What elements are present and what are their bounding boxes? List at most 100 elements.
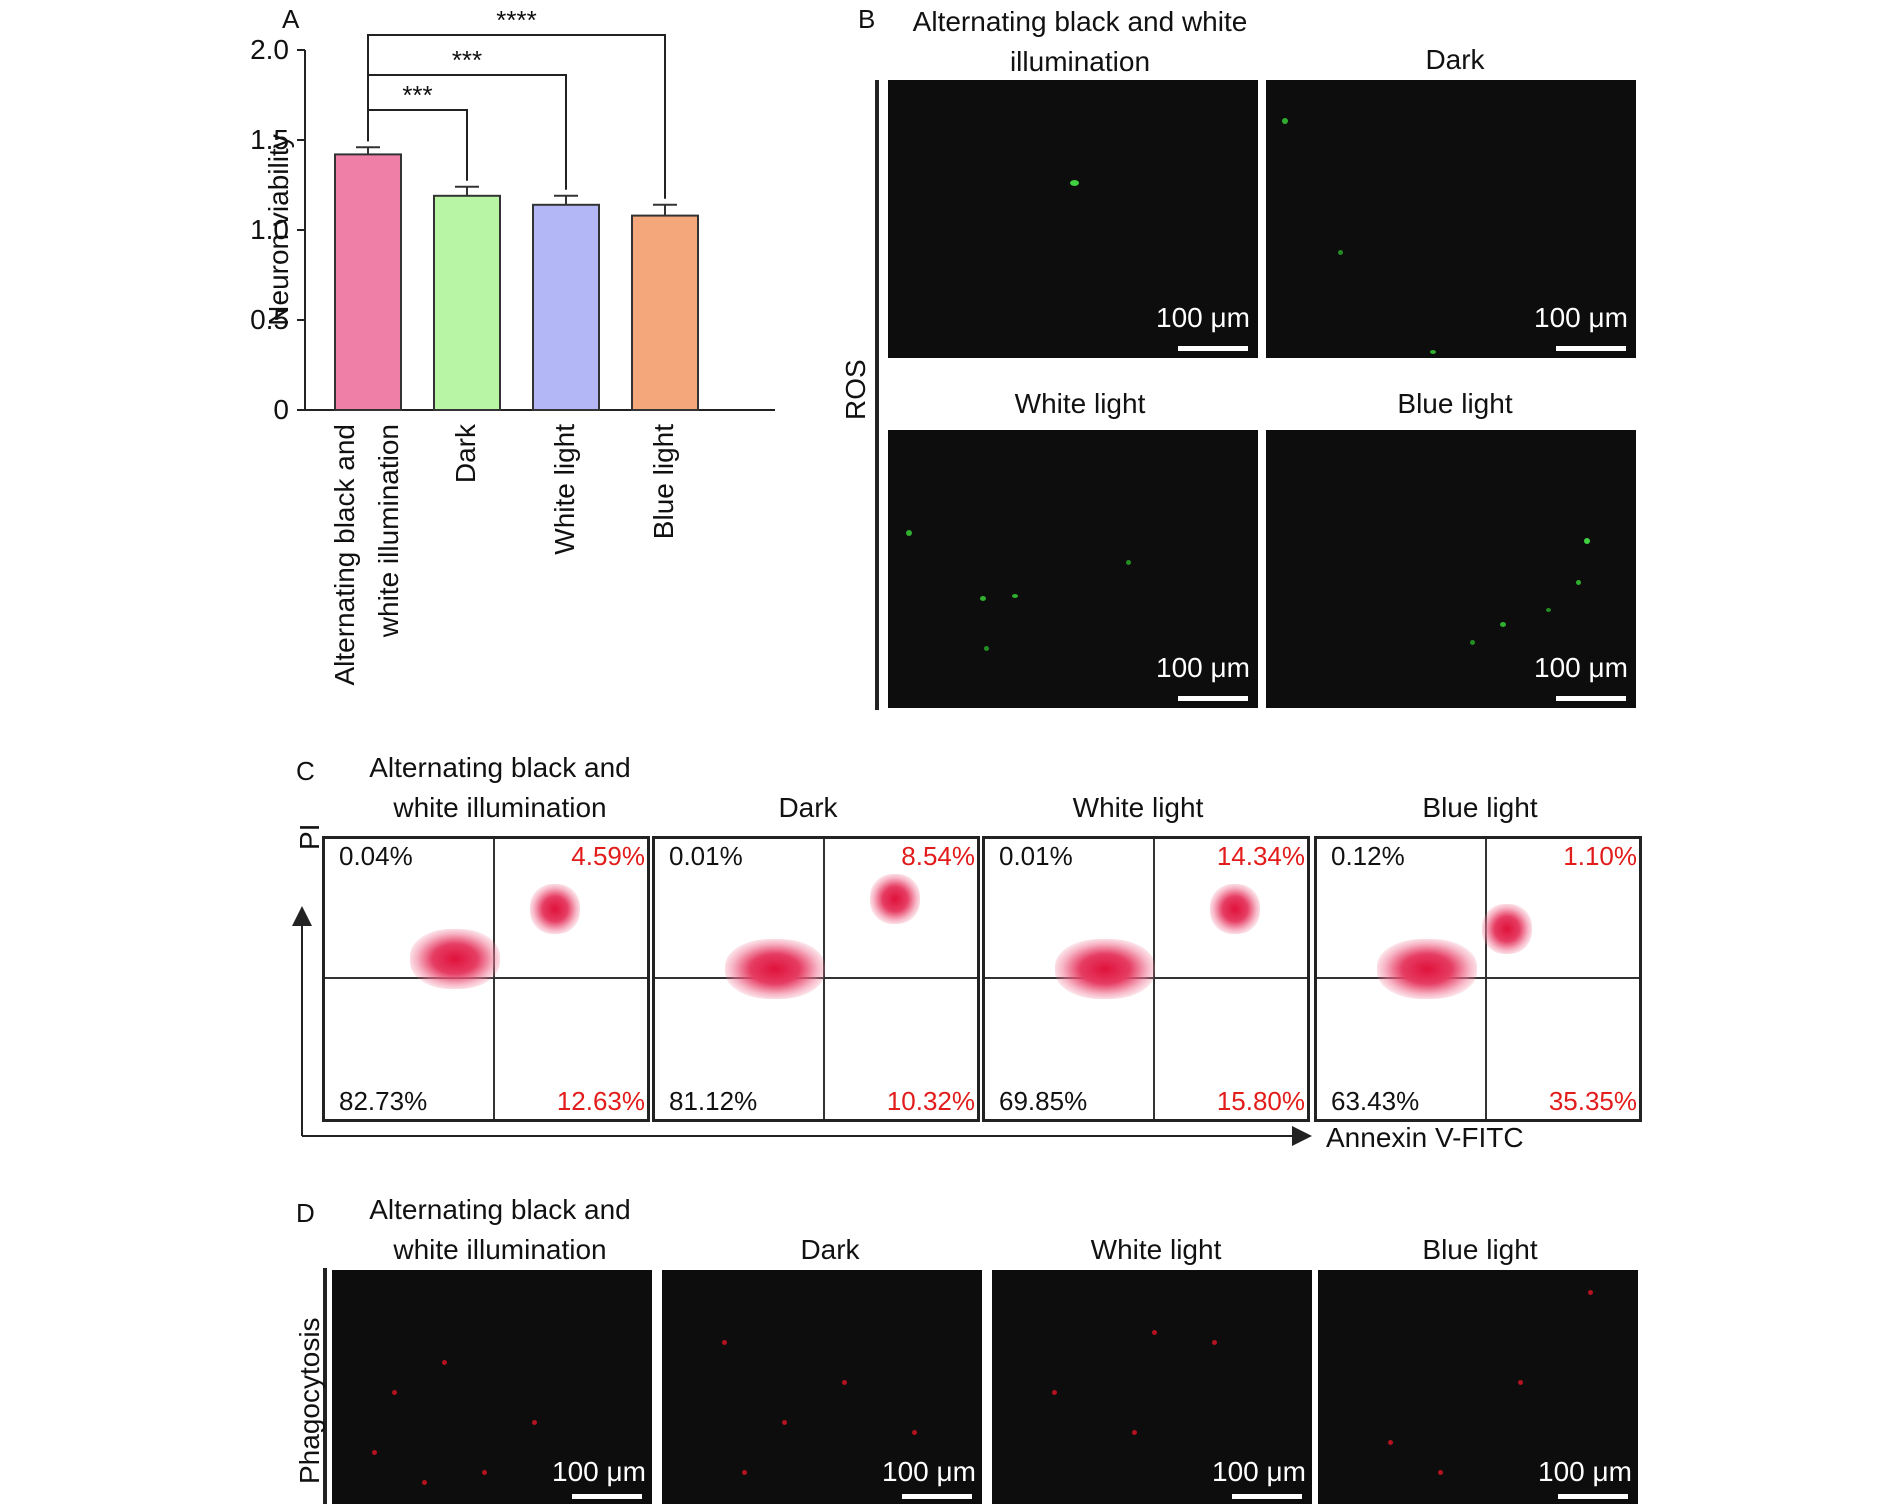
category-label: Blue light bbox=[648, 424, 679, 539]
y-tick-label: 0 bbox=[273, 394, 289, 425]
scale-bar bbox=[1556, 346, 1626, 351]
phagocytosis-spot bbox=[1212, 1340, 1217, 1345]
category-label: Alternating black and bbox=[329, 424, 360, 686]
row-bracket-phago bbox=[323, 1268, 327, 1504]
quadrant-upper-right-value: 14.34% bbox=[1216, 841, 1305, 871]
scale-label: 100 μm bbox=[1156, 652, 1250, 683]
scale-label: 100 μm bbox=[1212, 1456, 1306, 1487]
phagocytosis-spot bbox=[742, 1470, 747, 1475]
scale-bar bbox=[1178, 346, 1248, 351]
panel-label-a: A bbox=[282, 4, 300, 34]
bar bbox=[532, 203, 600, 411]
significance-label: *** bbox=[402, 80, 432, 110]
y-tick-label: 0.5 bbox=[250, 304, 289, 335]
d-title-3: White light bbox=[1090, 1234, 1222, 1265]
quadrant-lower-left-value: 82.73% bbox=[339, 1086, 428, 1116]
category-label: White light bbox=[549, 424, 580, 555]
panel-label-b: B bbox=[858, 4, 876, 34]
panel-label-d: D bbox=[296, 1198, 315, 1228]
scale-label: 100 μm bbox=[882, 1456, 976, 1487]
bar bbox=[433, 194, 501, 411]
scale-bar bbox=[1232, 1494, 1302, 1499]
phagocytosis-spot bbox=[912, 1430, 917, 1435]
quadrant-upper-left-value: 0.01% bbox=[999, 841, 1073, 871]
scale-label: 100 μm bbox=[1534, 302, 1628, 333]
quadrant-divider-vertical bbox=[1153, 839, 1155, 1119]
ros-spot bbox=[1576, 580, 1581, 585]
category-label: Dark bbox=[450, 423, 481, 483]
quadrant-lower-right-value: 15.80% bbox=[1216, 1086, 1305, 1116]
phagocytosis-spot bbox=[372, 1450, 377, 1455]
phagocytosis-spot bbox=[842, 1380, 847, 1385]
d-title-2: Dark bbox=[800, 1234, 860, 1265]
significance-label: **** bbox=[496, 5, 536, 35]
scale-bar bbox=[1178, 696, 1248, 701]
b-title-4: Blue light bbox=[1397, 388, 1513, 419]
ros-spot bbox=[984, 646, 989, 651]
category-label: white illumination bbox=[373, 424, 404, 638]
y-tick-label: 1.0 bbox=[250, 214, 289, 245]
cell-population-live bbox=[1055, 939, 1155, 999]
quadrant-divider-horizontal bbox=[1317, 977, 1639, 979]
scale-bar bbox=[1556, 696, 1626, 701]
phagocytosis-spot bbox=[1132, 1430, 1137, 1435]
cell-population-live bbox=[410, 929, 500, 989]
ros-spot bbox=[1012, 594, 1018, 598]
phagocytosis-spot bbox=[422, 1480, 427, 1485]
c-title-3: White light bbox=[1072, 792, 1204, 823]
scale-bar bbox=[572, 1494, 642, 1499]
phagocytosis-spot bbox=[1438, 1470, 1443, 1475]
quadrant-lower-left-value: 81.12% bbox=[669, 1086, 758, 1116]
cell-population-live bbox=[1377, 939, 1477, 999]
phagocytosis-spot bbox=[1052, 1390, 1057, 1395]
ros-spot bbox=[1338, 250, 1343, 255]
x-axis-label-annexin: Annexin V-FITC bbox=[1326, 1122, 1524, 1153]
ros-image-alternating: 100 μm bbox=[888, 80, 1258, 358]
flow-axes bbox=[292, 906, 1312, 1146]
quadrant-upper-left-value: 0.04% bbox=[339, 841, 413, 871]
cell-population-apoptotic bbox=[1210, 884, 1260, 934]
flow-plot: 0.04% 4.59% 82.73% 12.63% bbox=[322, 836, 650, 1122]
phagocytosis-spot bbox=[482, 1470, 487, 1475]
y-tick-label: 2.0 bbox=[250, 34, 289, 65]
phagocytosis-spot bbox=[782, 1420, 787, 1425]
flow-plot: 0.01% 14.34% 69.85% 15.80% bbox=[982, 836, 1310, 1122]
ros-spot bbox=[1470, 640, 1475, 645]
quadrant-upper-right-value: 1.10% bbox=[1563, 841, 1637, 871]
ros-spot bbox=[1584, 538, 1590, 544]
quadrant-upper-left-value: 0.01% bbox=[669, 841, 743, 871]
d-title-1: Alternating black and white illumination bbox=[369, 1194, 631, 1265]
phagocytosis-spot bbox=[392, 1390, 397, 1395]
b-title-3: White light bbox=[1014, 388, 1146, 419]
ros-spot bbox=[1546, 608, 1551, 612]
ros-spot bbox=[1430, 350, 1436, 354]
quadrant-divider-vertical bbox=[1485, 839, 1487, 1119]
quadrant-lower-right-value: 12.63% bbox=[556, 1086, 645, 1116]
quadrant-lower-right-value: 10.32% bbox=[886, 1086, 975, 1116]
ros-spot bbox=[1126, 560, 1131, 565]
ros-spot bbox=[1282, 118, 1288, 124]
row-label-phagocytosis: Phagocytosis bbox=[294, 1317, 325, 1484]
scale-bar bbox=[1558, 1494, 1628, 1499]
significance-label: *** bbox=[452, 45, 482, 75]
quadrant-divider-vertical bbox=[823, 839, 825, 1119]
quadrant-upper-left-value: 0.12% bbox=[1331, 841, 1405, 871]
quadrant-upper-right-value: 8.54% bbox=[901, 841, 975, 871]
c-title-4: Blue light bbox=[1422, 792, 1538, 823]
phagocytosis-image: 100 μm bbox=[992, 1270, 1312, 1504]
phagocytosis-image: 100 μm bbox=[332, 1270, 652, 1504]
cell-population-live bbox=[725, 939, 825, 999]
y-axis-label: Neuron viability bbox=[263, 134, 294, 325]
phagocytosis-spot bbox=[532, 1420, 537, 1425]
row-label-ros: ROS bbox=[840, 359, 871, 420]
scale-label: 100 μm bbox=[552, 1456, 646, 1487]
ros-spot bbox=[1500, 622, 1506, 627]
ros-spot bbox=[906, 530, 912, 536]
ros-spot bbox=[980, 596, 986, 601]
scale-label: 100 μm bbox=[1534, 652, 1628, 683]
scale-label: 100 μm bbox=[1538, 1456, 1632, 1487]
phagocytosis-image: 100 μm bbox=[1318, 1270, 1638, 1504]
bar bbox=[631, 214, 699, 411]
panel-label-c: C bbox=[296, 756, 315, 786]
ros-image-white: 100 μm bbox=[888, 430, 1258, 708]
